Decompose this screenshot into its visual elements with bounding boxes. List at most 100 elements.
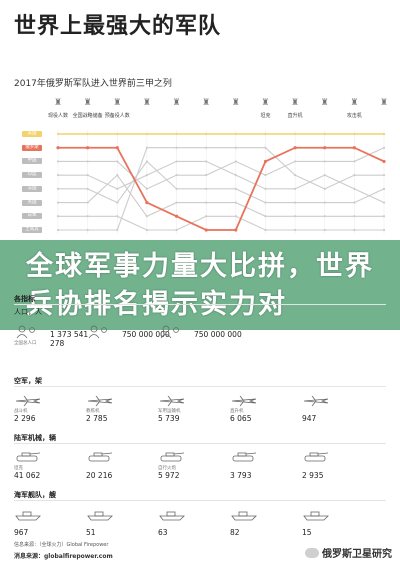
series-point — [323, 132, 326, 136]
series-point — [323, 201, 326, 204]
category-icon: ♜ — [83, 98, 92, 108]
category-icon: ♜ — [291, 98, 300, 108]
country-label: 中国 — [22, 158, 42, 165]
series-point — [293, 146, 297, 150]
indicator-value: 5 739 — [158, 414, 180, 423]
category-label: 直升机 — [287, 113, 303, 119]
indicator-value: 750 000 000 — [194, 330, 242, 339]
chart-subtitle: 2017年俄罗斯军队进入世界前三甲之列 — [14, 79, 172, 89]
series-point — [86, 201, 89, 204]
indicator-icon-wrap — [302, 506, 330, 521]
indicator-value: 82 — [230, 528, 240, 537]
indicator-icon-wrap — [158, 324, 186, 339]
category-icon: ♜ — [172, 98, 181, 108]
indicator-value: 63 — [158, 528, 168, 537]
indicator-value: 5 972 — [158, 471, 180, 480]
series-point — [382, 132, 386, 136]
row-label: 人口，人 — [14, 308, 42, 316]
watermark: 俄罗斯卫星研究 — [305, 545, 392, 560]
series-point — [234, 215, 237, 218]
indicator-value: 41 062 — [14, 471, 41, 480]
series-point — [264, 146, 267, 149]
series-point — [382, 146, 386, 149]
series-point — [145, 132, 149, 136]
series-point — [56, 215, 60, 218]
category-icon: ♜ — [202, 98, 211, 108]
country-label: 土耳其 — [22, 227, 42, 233]
series-line-印度 — [58, 160, 385, 204]
series-point — [264, 187, 267, 190]
indicator-item: 82 — [230, 506, 320, 537]
indicator-item: 3 793 — [230, 449, 320, 480]
series-point — [205, 174, 208, 177]
indicator-value: 750 000 000 — [122, 330, 170, 339]
country-label: 英国 — [22, 199, 42, 206]
category-icon: ♜ — [320, 98, 329, 108]
ship-icon — [87, 511, 113, 521]
indicator-item: 51 — [86, 506, 176, 537]
banner-headline: 全球军事力量大比拼，世界兵协排名揭示实力对 — [26, 251, 374, 320]
series-line-日本 — [58, 215, 384, 231]
tank-icon — [232, 452, 257, 462]
series-point — [264, 201, 267, 204]
indicator-icon-wrap — [158, 506, 186, 521]
country-label: 日本 — [22, 213, 42, 220]
series-point — [116, 201, 119, 204]
indicator-item: 战斗机 2 296 — [14, 392, 104, 423]
category-label: 预备役人数 — [104, 113, 130, 119]
series-point — [175, 201, 178, 204]
indicator-icon-wrap — [302, 449, 330, 463]
series-point — [382, 187, 386, 190]
category-icon: ♜ — [113, 98, 122, 108]
indicator-caption: 教练机 — [86, 409, 100, 414]
series-point — [293, 228, 297, 232]
series-point — [323, 187, 326, 190]
indicator-item: 15 — [302, 506, 392, 537]
section-heading: 海军舰队，艘 — [14, 491, 56, 499]
indicator-item: 坦克 41 062 — [14, 449, 104, 480]
series-point — [264, 228, 267, 232]
series-point — [86, 228, 89, 232]
category-label: 全国战略储备 — [72, 113, 103, 119]
series-point — [353, 132, 356, 136]
indicator-icon-wrap — [230, 392, 258, 407]
series-line-俄罗斯 — [58, 146, 385, 231]
tank-icon — [88, 452, 113, 462]
series-point — [323, 228, 326, 232]
series-point — [353, 160, 356, 163]
tank-icon — [160, 452, 185, 462]
source-line: 信息来源：（全球火力）Global Firepower — [14, 542, 109, 548]
series-point — [86, 160, 89, 163]
indicator-value: 2 785 — [86, 414, 108, 423]
series-point — [116, 228, 119, 232]
series-point — [323, 146, 327, 150]
series-point — [293, 215, 297, 218]
category-label: 攻击机 — [346, 113, 362, 119]
series-point — [145, 146, 149, 149]
country-label: 美国 — [22, 131, 42, 137]
series-point — [175, 187, 178, 190]
indicator-value: 51 — [86, 528, 96, 537]
series-point — [175, 160, 178, 163]
series-point — [205, 160, 208, 163]
series-point — [323, 160, 326, 163]
indicator-item: 750 000 000 — [158, 324, 248, 352]
series-point — [323, 215, 326, 218]
indicator-item: 20 216 — [86, 449, 176, 480]
series-point — [205, 201, 208, 204]
indicator-icon-wrap — [230, 506, 258, 521]
indicator-value: 947 — [302, 414, 317, 423]
indicator-item: 全国总人口 1 373 541 278 — [14, 324, 104, 352]
series-point — [56, 160, 60, 163]
series-line-法国 — [58, 160, 385, 204]
series-point — [382, 159, 386, 164]
indicator-caption: 坦克 — [14, 466, 23, 471]
series-point — [293, 201, 297, 204]
series-point — [264, 215, 267, 218]
series-point — [56, 132, 60, 136]
person-icon — [88, 325, 107, 339]
section-divider — [14, 304, 386, 305]
category-icon: ♜ — [231, 98, 240, 108]
series-point — [353, 174, 356, 177]
series-point — [234, 228, 238, 232]
